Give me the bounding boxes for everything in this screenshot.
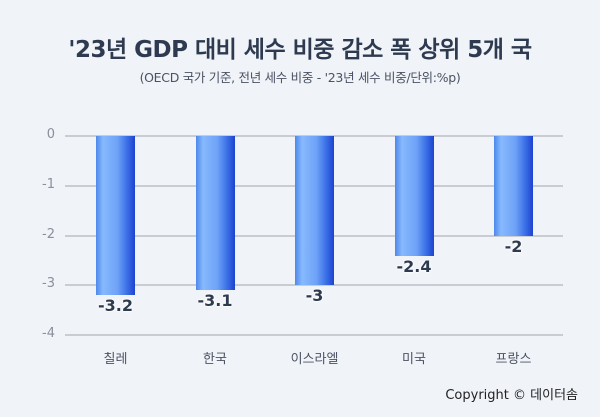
x-axis-category-label: 이스라엘 [290,352,339,367]
x-axis-category-label: 한국 [203,352,227,367]
bar-value-label: -3.2 [98,296,133,316]
gridline [65,334,563,337]
copyright-text: Copyright © 데이터솜 [445,388,578,403]
bar [295,136,334,286]
bar-value-label: -3.1 [197,291,233,311]
chart-subtitle: (OECD 국가 기준, 전년 세수 비중 - '23년 세수 비중/단위:%p… [139,70,461,85]
y-axis-tick-label: 0 [46,127,55,142]
bar-value-label: -2.4 [396,256,432,276]
x-axis-category-label: 미국 [402,352,426,367]
bar [494,136,533,236]
bar [96,136,135,296]
y-axis-tick-label: -1 [42,176,55,192]
y-axis-tick-label: -4 [42,326,55,342]
bar [195,136,235,291]
gridline [65,284,563,287]
bar [394,136,434,256]
y-axis-tick-label: -3 [42,276,55,292]
y-axis-tick-label: -2 [42,226,55,242]
bar-value-label: -2 [504,236,523,256]
x-axis-category-label: 칠레 [103,352,128,367]
bar-value-label: -3 [305,286,324,306]
x-axis-category-label: 프랑스 [495,352,532,367]
chart-title: '23년 GDP 대비 세수 비중 감소 폭 상위 5개 국 [68,37,532,63]
